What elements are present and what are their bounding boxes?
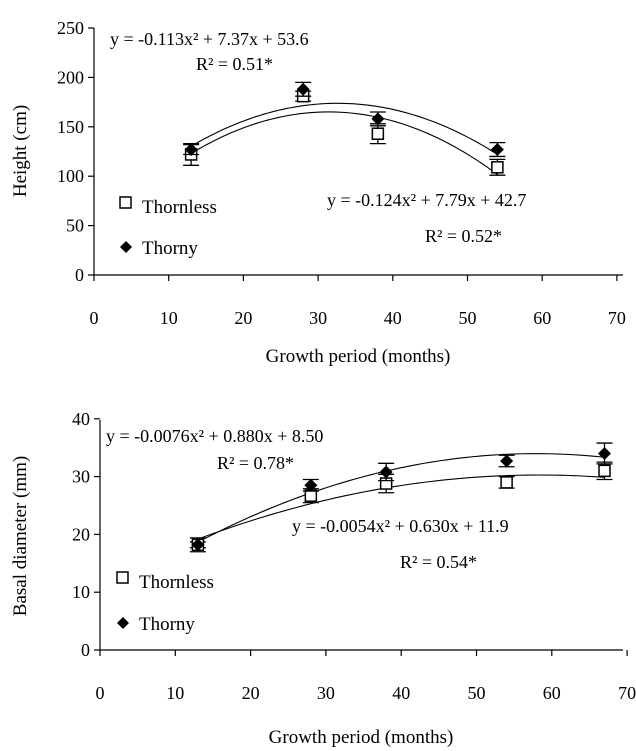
height-y-tick-label: 250 xyxy=(57,18,84,38)
diameter-thorny-point xyxy=(379,465,393,479)
diameter-thornless-point xyxy=(598,464,611,478)
diameter-x-tick-label: 70 xyxy=(618,683,636,703)
height-legend-thorny-marker xyxy=(120,241,132,253)
diameter-x-axis-label: Growth period (months) xyxy=(269,727,454,748)
diameter-curves xyxy=(197,453,605,543)
diameter-x-tick-label: 60 xyxy=(543,683,561,703)
height-y-ticks: 0 50 100 150 200 250 xyxy=(57,18,94,285)
diameter-thorny-equation: y = -0.0076x² + 0.880x + 8.50 xyxy=(106,426,323,446)
diameter-y-tick-label: 40 xyxy=(72,409,90,429)
diameter-x-tick-label: 40 xyxy=(392,683,410,703)
diameter-y-tick-label: 20 xyxy=(72,524,90,544)
height-thornless-point xyxy=(491,161,504,174)
diameter-thorny-point xyxy=(598,446,612,460)
diameter-thornless-point xyxy=(304,489,318,502)
height-thornless-point xyxy=(371,127,385,140)
height-thornless-r2: R² = 0.52* xyxy=(425,226,502,246)
height-x-tick-label: 20 xyxy=(234,308,252,328)
height-y-tick-label: 50 xyxy=(66,216,84,236)
height-y-tick-label: 0 xyxy=(75,265,84,285)
height-y-tick-label: 150 xyxy=(57,117,84,137)
height-thorny-equation: y = -0.113x² + 7.37x + 53.6 xyxy=(110,29,309,49)
diameter-x-tick-label: 30 xyxy=(317,683,335,703)
height-chart: 0 50 100 150 200 250 0 10 20 30 40 50 60 70 Growth p… xyxy=(10,18,626,367)
height-x-tick-label: 60 xyxy=(533,308,551,328)
height-y-tick-label: 100 xyxy=(57,166,84,186)
diameter-legend-thornless-marker xyxy=(116,571,129,584)
diameter-x-tick-label: 20 xyxy=(242,683,260,703)
height-legend-thorny-label: Thorny xyxy=(142,238,198,259)
height-legend-thornless-marker xyxy=(119,196,132,209)
height-points xyxy=(183,81,506,176)
height-legend: Thornless Thorny xyxy=(119,196,217,259)
height-thorny-point xyxy=(296,82,310,96)
height-thorny-point xyxy=(490,143,504,157)
diameter-thorny-point xyxy=(304,478,318,492)
diameter-y-axis-label: Basal diameter (mm) xyxy=(10,456,31,616)
diameter-thornless-fit-curve xyxy=(197,474,605,540)
diameter-x-tick-label: 50 xyxy=(468,683,486,703)
diameter-thorny-point xyxy=(500,454,514,468)
diameter-y-ticks: 0 10 20 30 40 xyxy=(72,409,100,660)
diameter-points xyxy=(189,442,613,553)
height-thornless-equation: y = -0.124x² + 7.79x + 42.7 xyxy=(327,190,526,210)
height-thorny-point xyxy=(184,143,198,157)
height-x-tick-label: 50 xyxy=(459,308,477,328)
diameter-y-tick-label: 0 xyxy=(81,640,90,660)
height-x-tick-label: 70 xyxy=(608,308,626,328)
height-x-tick-label: 10 xyxy=(160,308,178,328)
diameter-thorny-r2: R² = 0.78* xyxy=(217,453,294,473)
height-thornless-fit-curve xyxy=(190,111,498,175)
height-thorny-r2: R² = 0.51* xyxy=(196,54,273,74)
height-x-tick-label: 30 xyxy=(309,308,327,328)
diameter-x-tick-label: 0 xyxy=(96,683,105,703)
height-curves xyxy=(190,102,498,175)
diameter-legend-thorny-marker xyxy=(117,617,129,629)
diameter-y-tick-label: 10 xyxy=(72,582,90,602)
diameter-thorny-fit-curve xyxy=(197,453,605,543)
diameter-legend-thorny-label: Thorny xyxy=(139,614,195,635)
diameter-legend: Thornless Thorny xyxy=(116,571,214,635)
height-thorny-fit-curve xyxy=(190,102,498,155)
height-x-ticks: 0 10 20 30 40 50 60 70 xyxy=(90,275,626,328)
diameter-thornless-r2: R² = 0.54* xyxy=(400,552,477,572)
diameter-thornless-equation: y = -0.0054x² + 0.630x + 11.9 xyxy=(292,516,509,536)
diameter-x-ticks: 0 10 20 30 40 50 60 70 xyxy=(96,650,636,703)
diameter-y-tick-label: 30 xyxy=(72,467,90,487)
diameter-thorny-point xyxy=(191,538,205,552)
diameter-thornless-point xyxy=(500,476,513,489)
height-x-tick-label: 40 xyxy=(384,308,402,328)
height-y-axis-label: Height (cm) xyxy=(10,105,31,197)
diameter-legend-thornless-label: Thornless xyxy=(139,572,214,593)
height-x-axis-label: Growth period (months) xyxy=(266,346,451,367)
diameter-x-tick-label: 10 xyxy=(166,683,184,703)
height-y-tick-label: 200 xyxy=(57,67,84,87)
diameter-chart: 0 10 20 30 40 0 10 20 30 40 50 60 70 Growth period … xyxy=(10,409,636,748)
height-thorny-point xyxy=(371,112,385,126)
height-legend-thornless-label: Thornless xyxy=(142,197,217,218)
height-x-tick-label: 0 xyxy=(90,308,99,328)
